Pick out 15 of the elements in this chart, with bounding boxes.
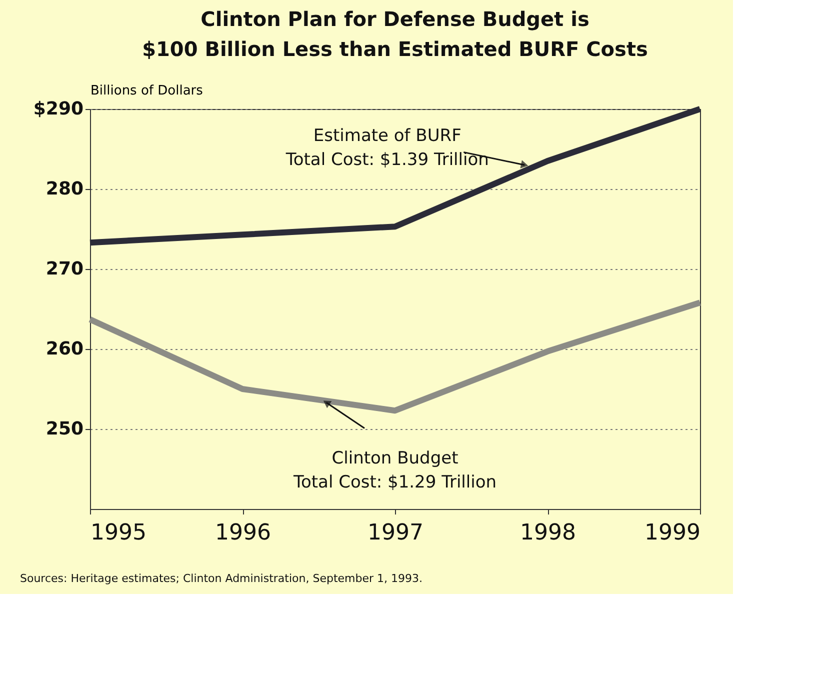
y-tick-label: 260	[46, 338, 84, 360]
y-tick-label: 280	[46, 178, 84, 200]
x-tick-label: 1995	[90, 520, 146, 546]
x-tick-label: 1996	[215, 520, 271, 546]
annotation: Clinton Budget Total Cost: $1.29 Trillion	[292, 448, 497, 493]
annotation: Estimate of BURF Total Cost: $1.39 Trillion	[284, 126, 489, 170]
x-tick-label: 1997	[368, 520, 424, 546]
chart-title: Clinton Plan for Defense Budget is $100 Billion Less than Estimated BURF Costs	[142, 7, 648, 61]
source-note: Sources: Heritage estimates; Clinton Administration, September 1, 1993.	[20, 572, 423, 585]
y-tick-label: $290	[33, 98, 84, 120]
y-axis-title: Billions of Dollars	[90, 84, 204, 98]
y-tick-label: 270	[46, 258, 84, 280]
y-tick-label: 250	[46, 418, 84, 440]
x-tick-label: 1999	[644, 520, 700, 546]
x-tick-label: 1998	[520, 520, 576, 546]
